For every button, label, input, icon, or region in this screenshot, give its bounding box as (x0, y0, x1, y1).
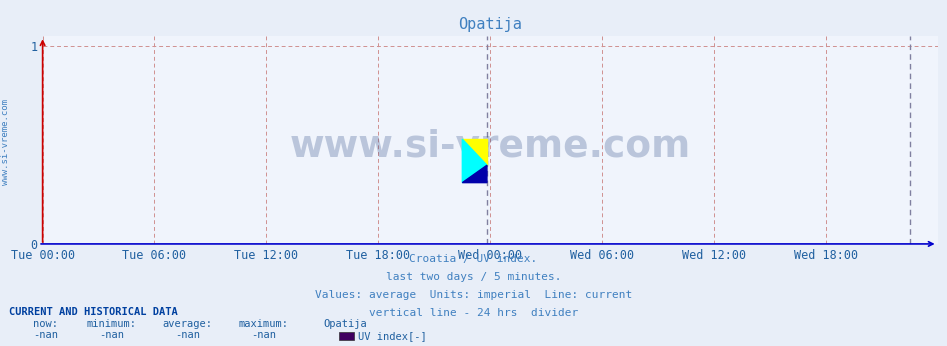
Text: Values: average  Units: imperial  Line: current: Values: average Units: imperial Line: cu… (314, 290, 633, 300)
Text: average:: average: (163, 319, 212, 329)
Text: -nan: -nan (251, 330, 276, 340)
Text: CURRENT AND HISTORICAL DATA: CURRENT AND HISTORICAL DATA (9, 307, 178, 317)
Text: maximum:: maximum: (239, 319, 288, 329)
Text: -nan: -nan (99, 330, 124, 340)
Title: Opatija: Opatija (458, 17, 522, 33)
Polygon shape (462, 165, 487, 183)
Text: -nan: -nan (175, 330, 200, 340)
Text: minimum:: minimum: (87, 319, 136, 329)
Text: Croatia / UV index.: Croatia / UV index. (409, 254, 538, 264)
Text: vertical line - 24 hrs  divider: vertical line - 24 hrs divider (369, 308, 578, 318)
Text: -nan: -nan (33, 330, 58, 340)
Text: now:: now: (33, 319, 58, 329)
Text: UV index[-]: UV index[-] (358, 331, 427, 341)
Text: Opatija: Opatija (324, 319, 367, 329)
Text: www.si-vreme.com: www.si-vreme.com (1, 99, 10, 185)
Polygon shape (462, 139, 487, 165)
Text: www.si-vreme.com: www.si-vreme.com (290, 128, 690, 164)
Polygon shape (462, 139, 487, 183)
Text: last two days / 5 minutes.: last two days / 5 minutes. (385, 272, 562, 282)
